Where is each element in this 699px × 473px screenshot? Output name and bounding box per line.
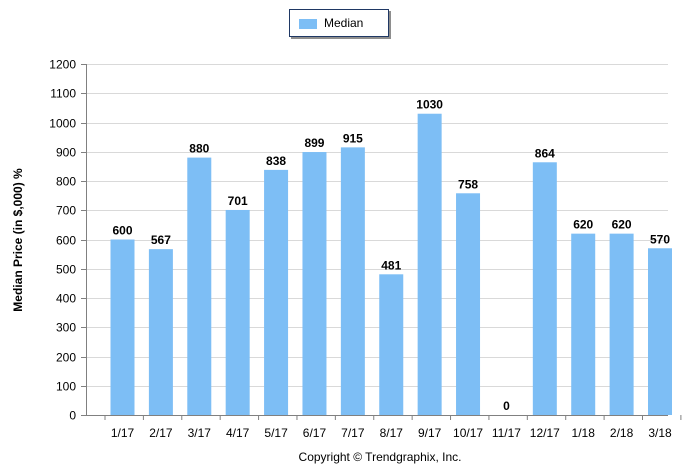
data-label: 758: [458, 177, 478, 191]
bar-7-17: [340, 147, 365, 416]
x-tick-label: 12/17: [530, 426, 560, 440]
bar-4-17: [225, 209, 250, 415]
data-label: 570: [650, 232, 670, 246]
data-label: 838: [266, 154, 286, 168]
y-tick-label: 0: [69, 409, 76, 423]
y-tick-label: 1100: [50, 87, 76, 101]
y-tick-label: 400: [56, 292, 76, 306]
grid-lines: [86, 64, 668, 387]
y-tick-label: 100: [56, 380, 76, 394]
data-label: 880: [189, 142, 209, 156]
data-label: 1030: [416, 98, 443, 112]
axes: [81, 64, 682, 420]
data-label: 481: [381, 258, 401, 272]
y-tick-label: 500: [56, 263, 76, 277]
y-axis-label: Median Price (in $,000) %: [11, 168, 25, 312]
data-label: 620: [612, 218, 632, 232]
bar-2-18: [609, 233, 634, 415]
x-tick-label: 2/17: [149, 426, 173, 440]
bar-8-17: [379, 274, 404, 415]
x-tick-label: 3/17: [188, 426, 212, 440]
bar-3-17: [187, 157, 212, 415]
data-label: 620: [573, 218, 593, 232]
data-label: 0: [503, 399, 510, 413]
copyright-text: Copyright © Trendgraphix, Inc.: [299, 450, 462, 464]
bar-1-17: [110, 239, 135, 415]
y-tick-label: 1200: [49, 58, 76, 72]
bar-5-17: [264, 169, 289, 415]
bar-6-17: [302, 152, 327, 416]
y-tick-label: 900: [56, 146, 76, 160]
bar-12-17: [532, 162, 557, 415]
data-label: 567: [151, 233, 171, 247]
y-tick-label: 800: [56, 175, 76, 189]
x-tick-label: 5/17: [264, 426, 288, 440]
x-tick-label: 11/17: [492, 426, 521, 440]
y-tick-label: 700: [56, 204, 76, 218]
data-label: 899: [304, 136, 324, 150]
legend: Median: [289, 9, 389, 37]
data-label: 701: [228, 194, 248, 208]
data-label: 915: [343, 131, 363, 145]
y-tick-label: 300: [56, 321, 76, 335]
x-tick-label: 3/18: [648, 426, 672, 440]
x-tick-label: 1/18: [572, 426, 596, 440]
bar-2-17: [148, 249, 173, 415]
x-tick-label: 7/17: [341, 426, 365, 440]
x-tick-label: 2/18: [610, 426, 634, 440]
x-tick-label: 10/17: [453, 426, 483, 440]
x-tick-label: 6/17: [303, 426, 327, 440]
x-tick-label: 4/17: [226, 426, 250, 440]
y-tick-label: 600: [56, 234, 76, 248]
y-tick-label: 1000: [49, 117, 76, 131]
data-label: 600: [112, 224, 132, 238]
x-tick-label: 8/17: [380, 426, 404, 440]
legend-swatch-median: [299, 19, 317, 29]
bars: [110, 113, 672, 416]
y-tick-label: 200: [56, 351, 76, 365]
data-label: 864: [535, 146, 555, 160]
x-tick-label: 1/17: [111, 426, 135, 440]
bar-1-18: [571, 233, 596, 415]
x-tick-label: 9/17: [418, 426, 442, 440]
bar-10-17: [456, 193, 481, 415]
bar-9-17: [417, 113, 442, 415]
data-labels: 600 567 880 701 838 899 915 481 1030 758 0 864 620 62…: [112, 98, 670, 413]
bar-3-18: [648, 248, 672, 415]
tick-labels: 0 100 200 300 400 500 600 700 800 900 1000 1100 1200…: [49, 58, 672, 441]
legend-label-median: Median: [324, 16, 364, 30]
